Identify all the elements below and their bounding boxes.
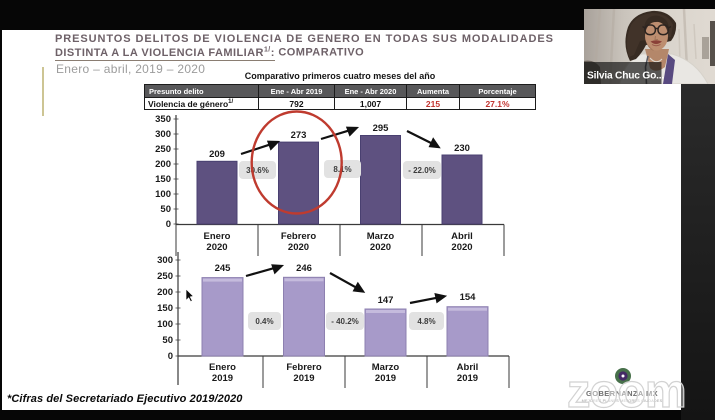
svg-text:30.6%: 30.6% [246, 166, 269, 175]
svg-text:250: 250 [155, 144, 171, 155]
svg-text:- 40.2%: - 40.2% [331, 317, 359, 326]
svg-text:300: 300 [155, 129, 171, 140]
svg-text:2019: 2019 [457, 373, 478, 384]
svg-text:2019: 2019 [212, 373, 233, 384]
svg-text:245: 245 [215, 263, 232, 274]
svg-text:200: 200 [155, 159, 171, 170]
svg-text:147: 147 [378, 295, 394, 306]
svg-text:Febrero: Febrero [281, 231, 317, 242]
svg-text:273: 273 [291, 130, 307, 141]
svg-text:150: 150 [155, 174, 171, 185]
svg-text:- 22.0%: - 22.0% [408, 166, 436, 175]
svg-text:200: 200 [157, 287, 173, 298]
svg-text:2019: 2019 [375, 373, 396, 384]
svg-text:Marzo: Marzo [367, 231, 395, 242]
svg-text:zoom: zoom [567, 364, 686, 417]
svg-text:100: 100 [157, 319, 173, 330]
svg-text:MEJORES PLANES MEJORES CIUDADE: MEJORES PLANES MEJORES CIUDADES [582, 399, 663, 403]
svg-text:209: 209 [209, 149, 225, 160]
svg-text:Febrero: Febrero [286, 362, 322, 373]
svg-text:Enero: Enero [204, 231, 231, 242]
svg-text:2020: 2020 [288, 242, 309, 253]
svg-text:350: 350 [155, 114, 171, 125]
svg-text:Abril: Abril [451, 231, 473, 242]
svg-text:154: 154 [460, 292, 477, 303]
svg-text:4.8%: 4.8% [417, 317, 435, 326]
svg-text:Enero: Enero [209, 362, 236, 373]
svg-text:GOBERNANZA MX: GOBERNANZA MX [586, 389, 658, 398]
svg-text:250: 250 [157, 271, 173, 282]
svg-text:0: 0 [166, 219, 171, 230]
svg-text:0.4%: 0.4% [255, 317, 273, 326]
svg-text:295: 295 [373, 123, 390, 134]
svg-text:2020: 2020 [370, 242, 391, 253]
svg-text:50: 50 [162, 335, 173, 346]
svg-text:2020: 2020 [206, 242, 227, 253]
svg-text:150: 150 [157, 303, 173, 314]
svg-text:230: 230 [454, 143, 470, 154]
svg-text:50: 50 [160, 204, 171, 215]
svg-text:2019: 2019 [293, 373, 314, 384]
svg-text:100: 100 [155, 189, 171, 200]
svg-text:246: 246 [296, 263, 312, 274]
svg-text:Silvia Chuc Go...: Silvia Chuc Go... [587, 71, 664, 82]
svg-text:Abril: Abril [457, 362, 479, 373]
svg-text:Marzo: Marzo [372, 362, 400, 373]
svg-text:300: 300 [157, 255, 173, 266]
svg-text:2020: 2020 [451, 242, 472, 253]
svg-text:0: 0 [168, 351, 173, 362]
